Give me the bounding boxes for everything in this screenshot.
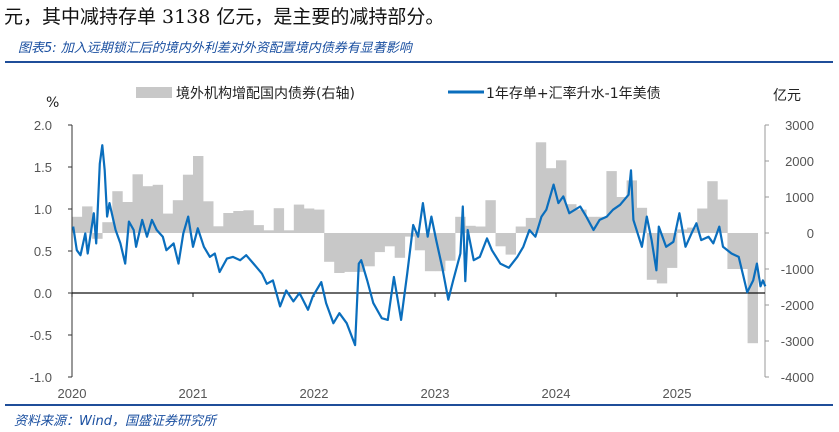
bar xyxy=(334,233,345,273)
legend-bar-swatch xyxy=(136,87,172,98)
bar xyxy=(172,200,184,233)
left-tick-label: -1.0 xyxy=(30,370,52,385)
bar xyxy=(727,233,738,269)
bar xyxy=(545,168,557,233)
bar xyxy=(596,216,607,233)
bar xyxy=(435,233,446,272)
bar xyxy=(253,225,264,233)
line-series xyxy=(72,144,767,347)
bar xyxy=(666,233,678,268)
right-tick-label: 0 xyxy=(807,226,814,241)
left-tick-label: -0.5 xyxy=(30,328,52,343)
bar xyxy=(72,216,83,233)
bar xyxy=(162,213,174,233)
right-tick-label: 3000 xyxy=(785,118,814,133)
bar xyxy=(414,233,426,251)
bar xyxy=(445,233,456,261)
left-tick-label: 2.0 xyxy=(34,118,52,133)
bar xyxy=(243,210,254,233)
right-tick-label: 1000 xyxy=(785,190,814,205)
tick-labels: 2.0 1.5 1.0 0.5 0.0 -0.5 -1.0 3000 2000 1000 0 -100… xyxy=(30,118,814,401)
intro-text: 元，其中减持存单 3138 亿元，是主要的减持部分。 xyxy=(4,6,445,28)
left-tick-label: 0.0 xyxy=(34,286,52,301)
bar xyxy=(193,156,204,233)
bar xyxy=(233,211,244,233)
bar xyxy=(697,208,708,233)
bar xyxy=(273,208,285,233)
x-tick-label: 2024 xyxy=(542,386,571,401)
right-tick-label: -4000 xyxy=(781,370,814,385)
bar xyxy=(374,233,385,253)
bar xyxy=(132,174,143,233)
left-unit-label: % xyxy=(46,95,59,111)
bar xyxy=(636,207,648,233)
bar xyxy=(707,181,718,233)
right-unit-label: 亿元 xyxy=(773,88,801,104)
bar xyxy=(112,191,123,233)
bar xyxy=(293,204,305,233)
bar xyxy=(576,209,587,233)
bar xyxy=(616,197,627,233)
bar xyxy=(455,216,466,233)
bar xyxy=(354,233,365,272)
bar xyxy=(475,226,486,233)
bar xyxy=(182,174,194,233)
bar xyxy=(213,226,224,233)
bar xyxy=(203,201,214,233)
bar xyxy=(465,225,476,233)
right-tick-label: 2000 xyxy=(785,154,814,169)
bar xyxy=(324,233,335,262)
bar xyxy=(82,206,93,233)
bar xyxy=(384,233,395,247)
bar xyxy=(485,200,496,233)
bar xyxy=(606,171,617,233)
bar xyxy=(303,208,315,233)
bar xyxy=(495,233,506,247)
right-tick-label: -1000 xyxy=(781,262,814,277)
bar xyxy=(283,230,295,233)
bar-series xyxy=(72,142,758,344)
bar xyxy=(656,233,668,284)
bar xyxy=(566,204,577,233)
x-tick-label: 2021 xyxy=(179,386,208,401)
bar xyxy=(505,233,516,255)
x-tick-label: 2020 xyxy=(58,386,87,401)
bar xyxy=(424,233,436,272)
bar xyxy=(747,233,758,344)
bar xyxy=(394,233,406,258)
bar xyxy=(717,199,728,233)
bar xyxy=(646,233,658,280)
bar xyxy=(142,186,153,233)
left-tick-label: 1.5 xyxy=(34,160,52,175)
bar xyxy=(314,209,325,233)
figure-caption: 图表5: 加入远期锁汇后的境内外利差对外资配置境内债券有显著影响 xyxy=(18,41,412,56)
bar xyxy=(263,230,274,233)
bar xyxy=(152,184,164,233)
bar xyxy=(364,233,375,267)
bar xyxy=(556,160,567,233)
legend-line-label: 1年存单+汇率升水-1年美债 xyxy=(486,85,661,102)
right-tick-label: -3000 xyxy=(781,334,814,349)
x-tick-label: 2023 xyxy=(421,386,450,401)
bar xyxy=(737,233,748,269)
bar xyxy=(404,233,416,237)
source-note: 资料来源：Wind，国盛证券研究所 xyxy=(14,414,216,429)
axes xyxy=(68,124,769,378)
bar xyxy=(122,202,133,233)
bar xyxy=(102,222,113,233)
x-tick-label: 2025 xyxy=(663,386,692,401)
x-tick-label: 2022 xyxy=(300,386,329,401)
bar xyxy=(515,226,527,233)
right-tick-label: -2000 xyxy=(781,298,814,313)
bar xyxy=(344,233,355,272)
bar xyxy=(525,217,537,233)
bar xyxy=(223,213,234,233)
bar xyxy=(535,142,547,233)
left-tick-label: 0.5 xyxy=(34,244,52,259)
left-tick-label: 1.0 xyxy=(34,202,52,217)
legend-bar-label: 境外机构增配国内债券(右轴) xyxy=(176,86,355,102)
